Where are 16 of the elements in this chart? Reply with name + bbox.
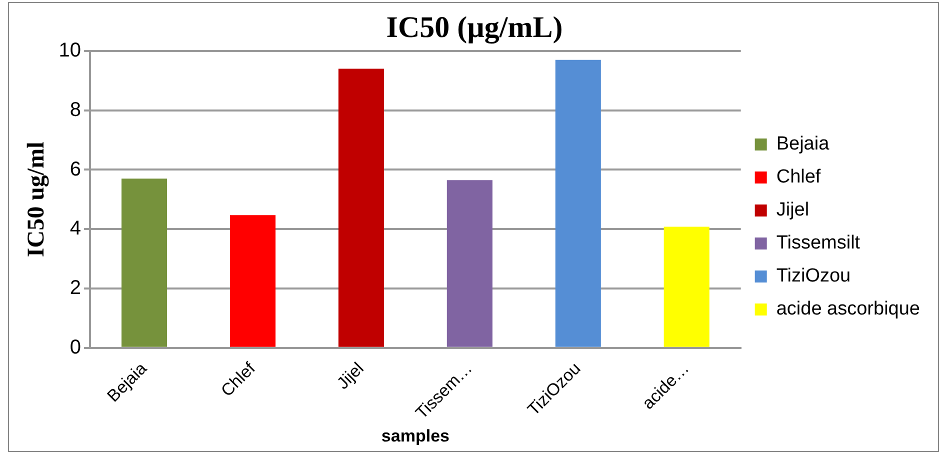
legend-label: Bejaia [776, 134, 830, 155]
y-tick-label: 0 [70, 336, 82, 358]
y-tick-label: 6 [70, 158, 82, 180]
legend-label: Jijel [776, 200, 810, 221]
legend-label: Tissemsilt [776, 232, 861, 254]
x-tick-label: Jijel [333, 358, 368, 393]
y-tick-label: 4 [70, 218, 82, 240]
legend-label: acide ascorbique [776, 298, 920, 320]
legend-label: Chlef [776, 166, 822, 188]
x-axis-title: samples [381, 426, 450, 446]
y-tick-label: 8 [70, 98, 82, 121]
legend-label: TiziOzou [776, 266, 851, 287]
y-axis-title: IC50 ug/ml [24, 141, 50, 258]
chart-title: IC50 (µg/mL) [386, 10, 563, 44]
y-tick-label: 10 [58, 40, 82, 62]
y-tick-label: 2 [70, 277, 82, 300]
